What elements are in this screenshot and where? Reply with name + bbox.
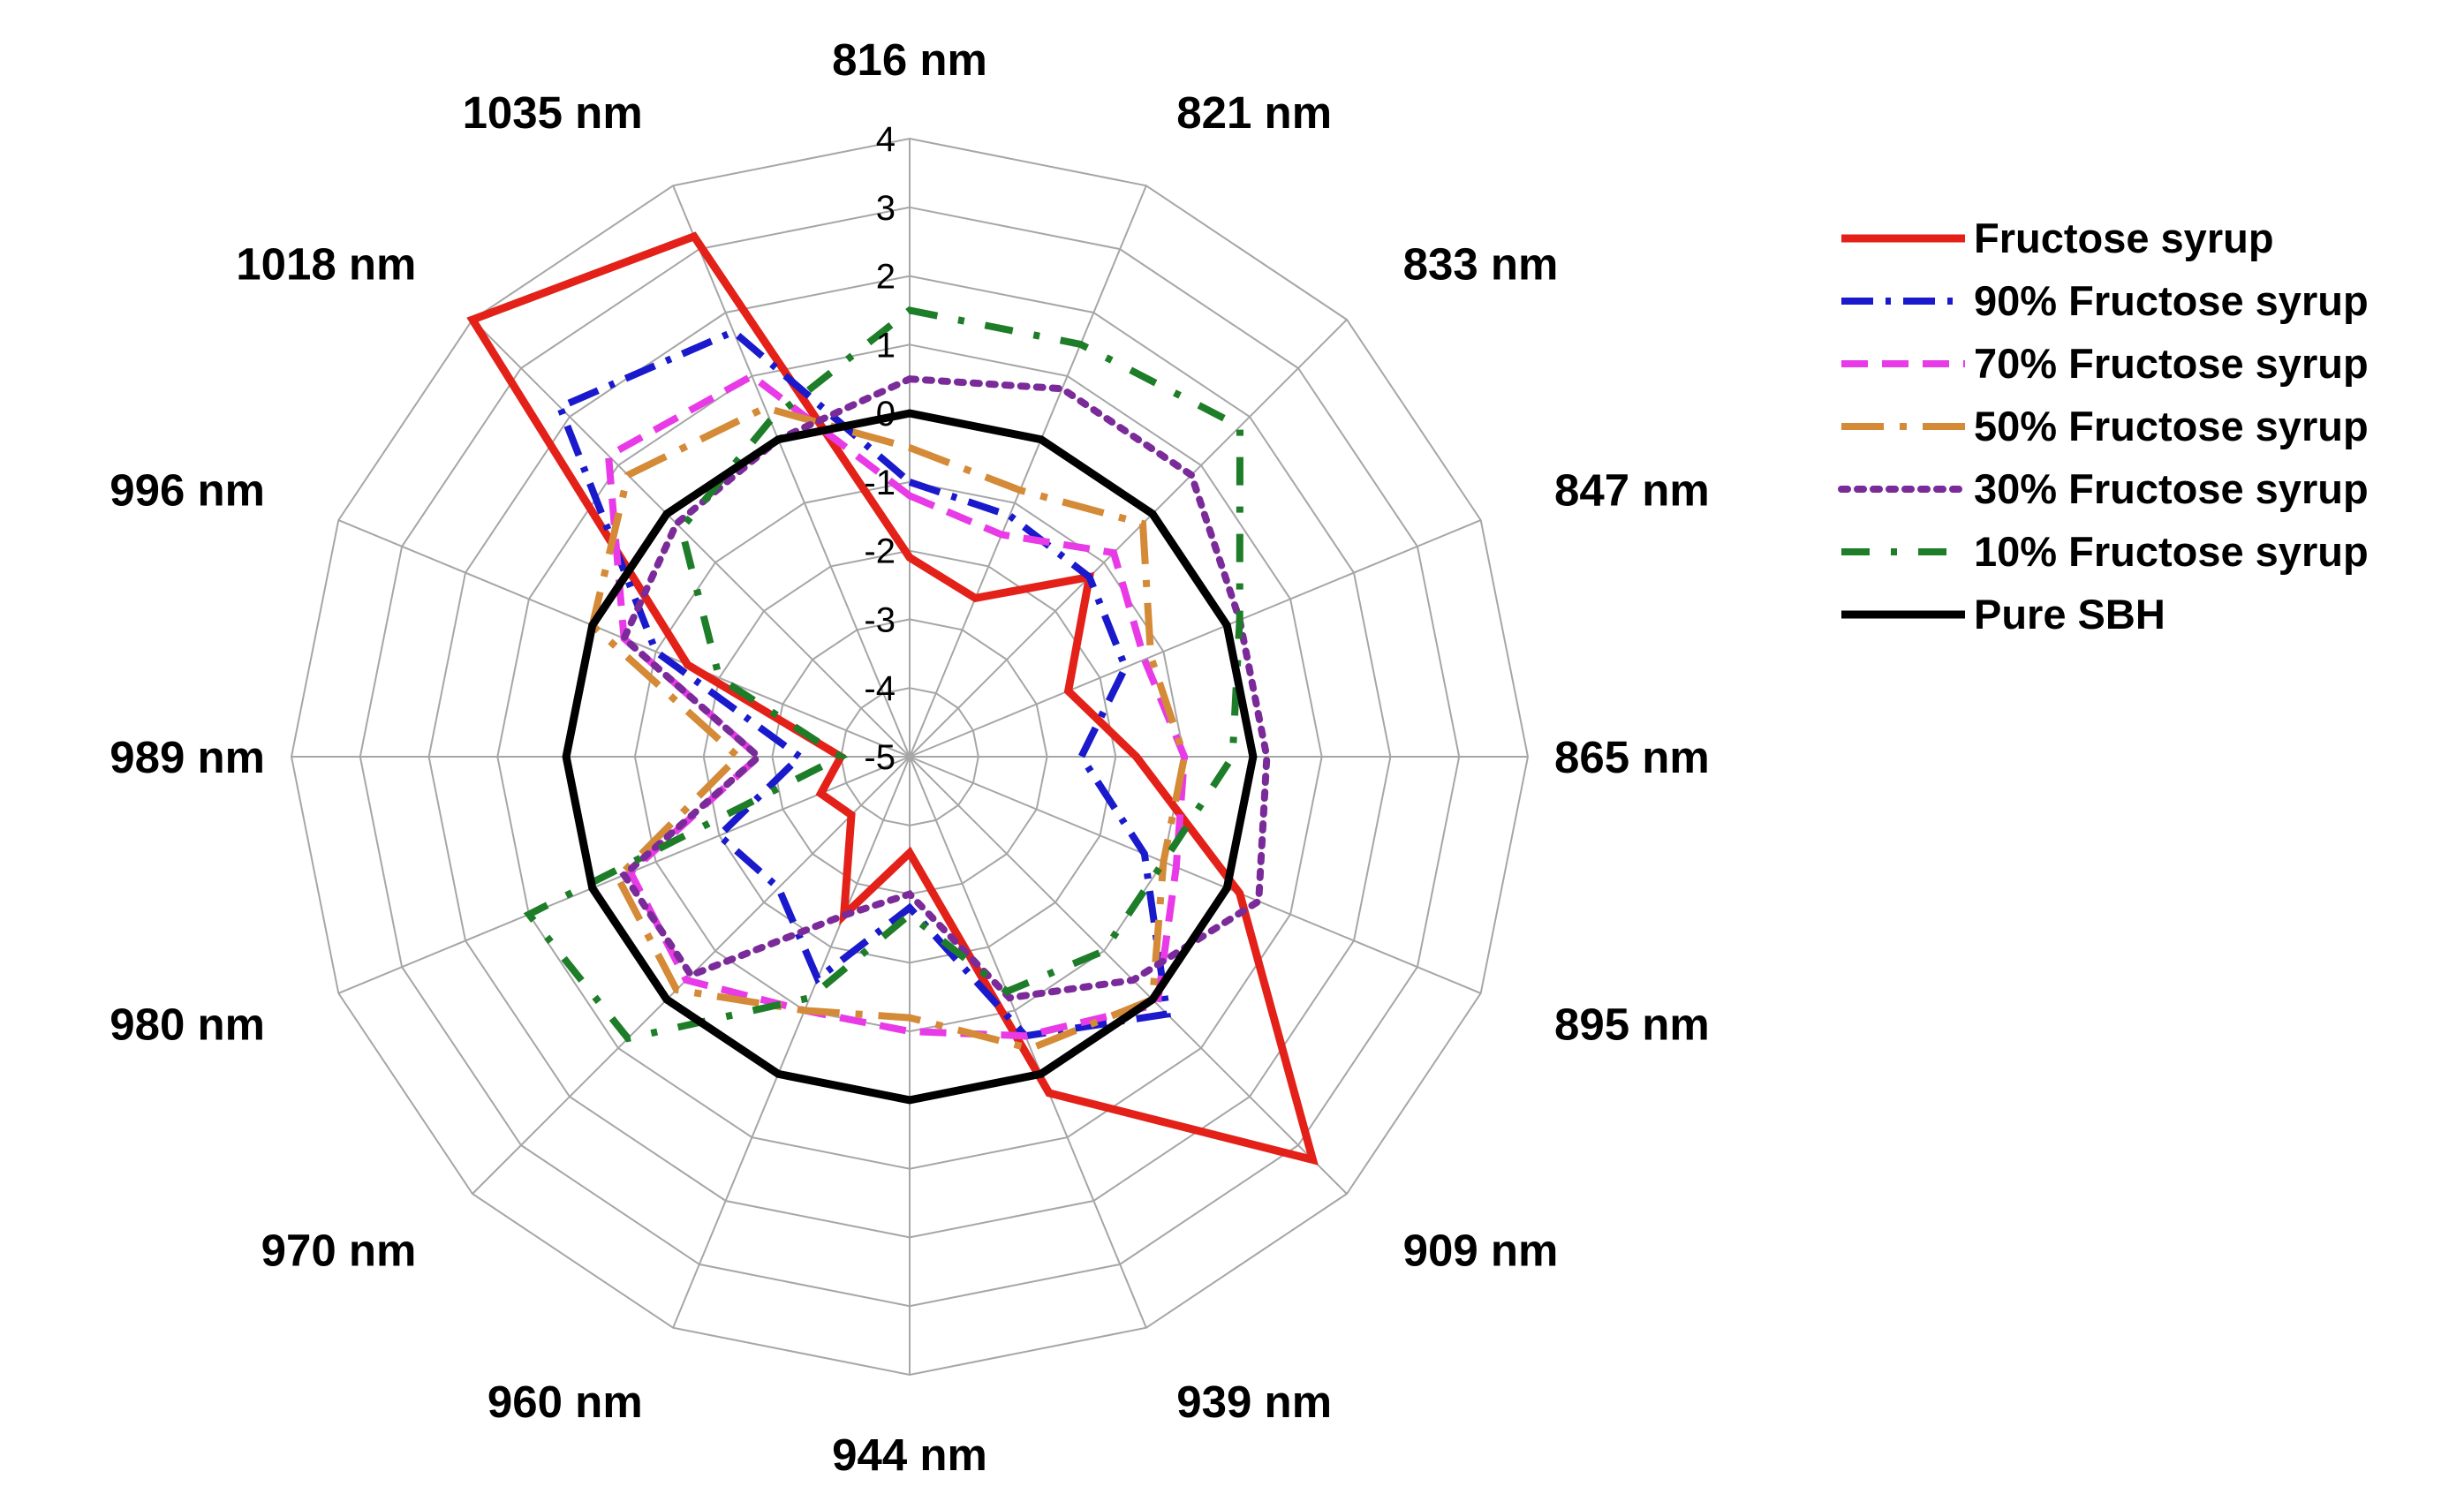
grid-spoke <box>909 756 1482 994</box>
grid-spoke <box>909 519 1482 758</box>
category-label: 944 nm <box>832 1430 987 1480</box>
tick-label: -3 <box>864 600 896 639</box>
tick-label: -5 <box>864 738 896 777</box>
grid-spoke <box>472 319 911 758</box>
series-line-3 <box>604 372 1189 1040</box>
grid-spoke <box>909 756 1147 1329</box>
grid-spoke <box>672 185 911 758</box>
legend-label: Pure SBH <box>1974 591 2165 638</box>
series-line-7 <box>562 409 1258 1105</box>
category-label: 996 nm <box>110 465 265 516</box>
grid-spoke <box>909 756 1348 1195</box>
tick-label: 4 <box>876 120 896 159</box>
tick-label: -1 <box>864 464 896 502</box>
tick-label: -4 <box>864 669 896 708</box>
category-label: 939 nm <box>1176 1377 1332 1427</box>
legend-label: Fructose syrup <box>1974 215 2274 261</box>
radial-tick-labels: -5 -4 -3 -2 -1 0 1 2 3 4 <box>864 120 896 777</box>
tick-label: 2 <box>876 258 896 297</box>
category-labels: 816 nm 821 nm 833 nm 847 nm 865 nm 895 nm 909 … <box>110 34 1710 1480</box>
category-label: 989 nm <box>110 732 265 782</box>
series-line-5 <box>619 375 1271 1002</box>
grid-spoke <box>909 319 1348 758</box>
legend-label: 30% Fructose syrup <box>1974 465 2369 512</box>
category-label: 895 nm <box>1554 999 1710 1049</box>
grid-spoke <box>672 756 911 1329</box>
category-label: 1035 nm <box>463 87 643 138</box>
category-label: 816 nm <box>832 34 987 85</box>
legend-label: 90% Fructose syrup <box>1974 277 2369 324</box>
series-line-2 <box>555 327 1172 1040</box>
category-label: 865 nm <box>1554 732 1710 782</box>
series-lines <box>466 231 1319 1166</box>
legend: Fructose syrup 90% Fructose syrup 70% Fruc… <box>1838 215 2369 638</box>
grid-spoke <box>909 185 1147 758</box>
category-label: 847 nm <box>1554 465 1710 516</box>
category-label: 909 nm <box>1403 1226 1559 1276</box>
legend-label: 50% Fructose syrup <box>1974 403 2369 449</box>
category-label: 970 nm <box>261 1226 417 1276</box>
series-line-6 <box>523 306 1244 1043</box>
series-line-4 <box>588 404 1189 1053</box>
radar-spokes <box>291 139 1528 1375</box>
category-label: 833 nm <box>1403 238 1559 289</box>
category-label: 821 nm <box>1176 87 1332 138</box>
tick-label: 0 <box>876 395 896 434</box>
category-label: 960 nm <box>488 1377 643 1427</box>
legend-label: 10% Fructose syrup <box>1974 528 2369 575</box>
tick-label: -2 <box>864 532 896 571</box>
tick-label: 1 <box>876 326 896 365</box>
category-label: 1018 nm <box>236 238 416 289</box>
category-label: 980 nm <box>110 999 265 1049</box>
tick-label: 3 <box>876 189 896 228</box>
legend-label: 70% Fructose syrup <box>1974 340 2369 387</box>
